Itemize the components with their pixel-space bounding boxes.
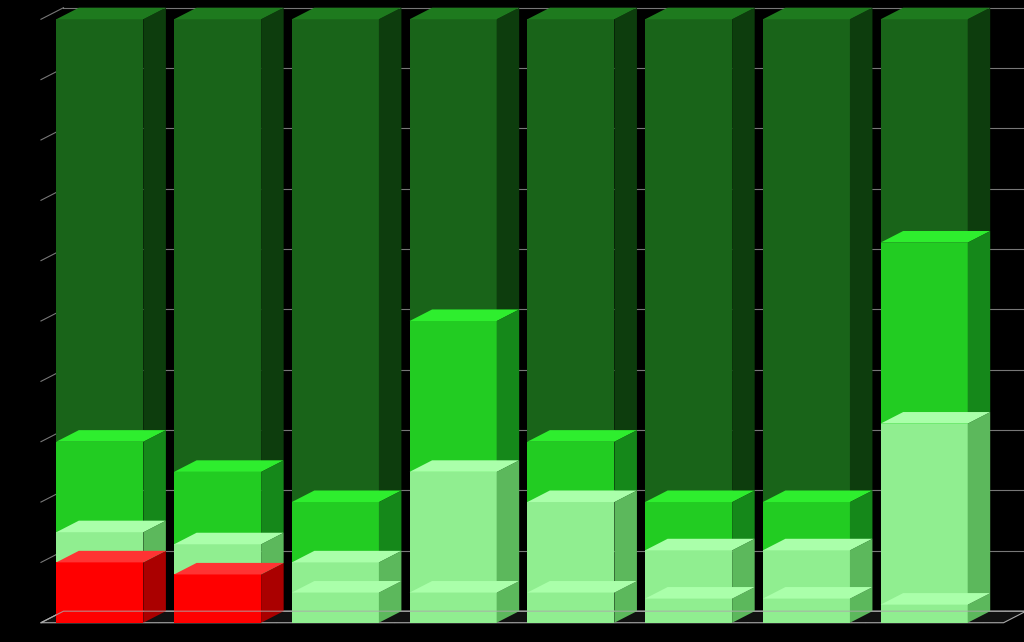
Polygon shape	[614, 490, 637, 593]
Polygon shape	[850, 8, 872, 502]
Polygon shape	[41, 611, 1024, 623]
Polygon shape	[174, 19, 261, 472]
Polygon shape	[881, 231, 990, 243]
Polygon shape	[732, 8, 755, 502]
Polygon shape	[527, 593, 614, 623]
Polygon shape	[174, 460, 284, 472]
Polygon shape	[527, 19, 614, 442]
Polygon shape	[174, 563, 284, 575]
Polygon shape	[497, 460, 519, 593]
Polygon shape	[527, 442, 614, 502]
Polygon shape	[56, 430, 166, 442]
Polygon shape	[292, 551, 401, 562]
Polygon shape	[763, 598, 850, 623]
Polygon shape	[527, 581, 637, 593]
Polygon shape	[174, 533, 284, 544]
Polygon shape	[763, 539, 872, 550]
Polygon shape	[968, 593, 990, 623]
Polygon shape	[174, 544, 261, 575]
Polygon shape	[881, 424, 968, 605]
Polygon shape	[850, 490, 872, 550]
Polygon shape	[410, 19, 497, 321]
Polygon shape	[292, 562, 379, 593]
Polygon shape	[379, 8, 401, 502]
Polygon shape	[527, 490, 637, 502]
Polygon shape	[763, 8, 872, 19]
Polygon shape	[292, 502, 379, 562]
Polygon shape	[645, 19, 732, 502]
Polygon shape	[410, 460, 519, 472]
Polygon shape	[968, 231, 990, 424]
Polygon shape	[614, 430, 637, 502]
Polygon shape	[881, 605, 968, 623]
Polygon shape	[881, 19, 968, 243]
Polygon shape	[56, 551, 166, 562]
Polygon shape	[261, 8, 284, 472]
Polygon shape	[497, 581, 519, 623]
Polygon shape	[410, 581, 519, 593]
Polygon shape	[292, 490, 401, 502]
Polygon shape	[968, 8, 990, 243]
Polygon shape	[881, 8, 990, 19]
Polygon shape	[881, 412, 990, 424]
Polygon shape	[763, 550, 850, 598]
Polygon shape	[527, 502, 614, 593]
Polygon shape	[763, 502, 850, 550]
Polygon shape	[292, 581, 401, 593]
Polygon shape	[645, 490, 755, 502]
Polygon shape	[56, 532, 143, 562]
Polygon shape	[614, 581, 637, 623]
Polygon shape	[174, 472, 261, 544]
Polygon shape	[614, 8, 637, 442]
Polygon shape	[732, 539, 755, 598]
Polygon shape	[645, 550, 732, 598]
Polygon shape	[645, 502, 732, 550]
Polygon shape	[410, 593, 497, 623]
Polygon shape	[497, 8, 519, 321]
Polygon shape	[732, 490, 755, 550]
Polygon shape	[56, 19, 143, 442]
Polygon shape	[763, 587, 872, 598]
Polygon shape	[143, 521, 166, 562]
Polygon shape	[850, 587, 872, 623]
Polygon shape	[527, 8, 637, 19]
Polygon shape	[527, 430, 637, 442]
Polygon shape	[261, 533, 284, 575]
Polygon shape	[292, 593, 379, 623]
Polygon shape	[645, 587, 755, 598]
Polygon shape	[645, 8, 755, 19]
Polygon shape	[174, 8, 284, 19]
Polygon shape	[850, 539, 872, 598]
Polygon shape	[143, 551, 166, 623]
Polygon shape	[261, 460, 284, 544]
Polygon shape	[56, 521, 166, 532]
Polygon shape	[732, 587, 755, 623]
Polygon shape	[410, 472, 497, 593]
Polygon shape	[379, 551, 401, 593]
Polygon shape	[763, 490, 872, 502]
Polygon shape	[379, 490, 401, 562]
Polygon shape	[143, 430, 166, 532]
Polygon shape	[56, 442, 143, 532]
Polygon shape	[292, 19, 379, 502]
Polygon shape	[56, 562, 143, 623]
Polygon shape	[645, 598, 732, 623]
Polygon shape	[56, 8, 166, 19]
Polygon shape	[410, 321, 497, 472]
Polygon shape	[261, 563, 284, 623]
Polygon shape	[174, 575, 261, 623]
Polygon shape	[292, 8, 401, 19]
Polygon shape	[968, 412, 990, 605]
Polygon shape	[379, 581, 401, 623]
Polygon shape	[410, 8, 519, 19]
Polygon shape	[763, 19, 850, 502]
Polygon shape	[497, 309, 519, 472]
Polygon shape	[143, 8, 166, 442]
Polygon shape	[645, 539, 755, 550]
Polygon shape	[881, 243, 968, 424]
Polygon shape	[410, 309, 519, 321]
Polygon shape	[881, 593, 990, 605]
